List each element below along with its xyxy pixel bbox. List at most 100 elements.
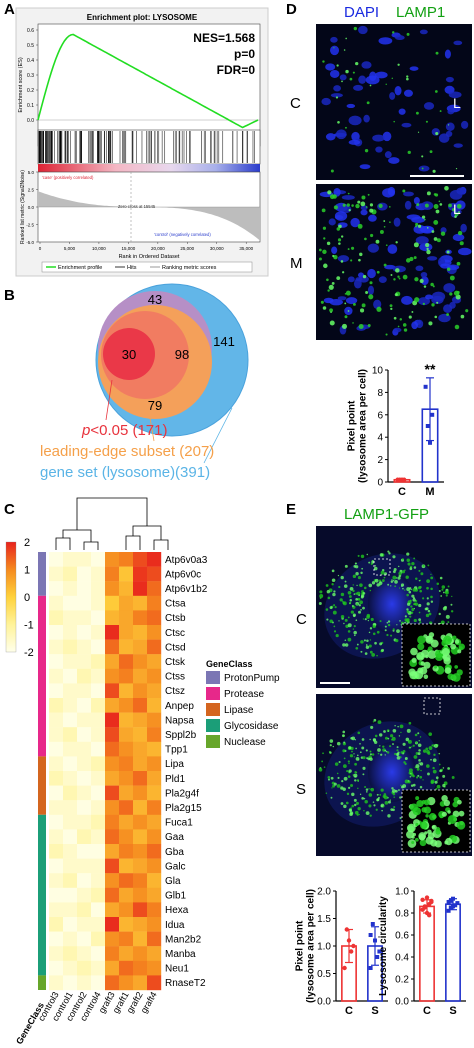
inset-puncta — [419, 666, 428, 675]
data-point — [425, 424, 430, 428]
nucleus — [325, 133, 336, 141]
gfp-puncta — [400, 731, 402, 734]
gfp-puncta — [359, 751, 362, 754]
gene-class-legend-item: ProtonPump — [224, 673, 280, 684]
inset-puncta — [443, 635, 452, 645]
heatmap-cell — [147, 610, 162, 626]
scale-tick-label: 0 — [24, 592, 30, 604]
gfp-puncta — [355, 801, 360, 805]
gfp-puncta — [409, 746, 411, 749]
gfp-puncta — [387, 814, 391, 818]
lysosome-dot — [343, 49, 346, 51]
gfp-puncta — [383, 805, 385, 808]
heatmap-cell — [91, 814, 106, 830]
heatmap-cell — [133, 756, 148, 772]
heatmap-cell — [91, 902, 106, 918]
inset-puncta — [458, 643, 465, 650]
gfp-puncta — [380, 788, 384, 792]
gene-class-segment — [38, 756, 46, 815]
nucleus — [461, 120, 469, 129]
gfp-puncta — [333, 625, 336, 628]
gfp-puncta — [355, 747, 357, 750]
x-tick-label: 30,000 — [210, 246, 224, 251]
lysosome-dot — [431, 303, 435, 307]
gfp-puncta — [340, 575, 344, 580]
heatmap-cell — [91, 595, 106, 611]
inset-puncta — [423, 806, 431, 814]
nucleus — [350, 217, 360, 228]
gfp-puncta — [360, 554, 365, 559]
gene-label: Fuca1 — [165, 818, 193, 829]
nucleus — [373, 299, 382, 310]
nucleus — [423, 102, 435, 110]
heatmap-cell — [77, 844, 92, 859]
gfp-puncta — [390, 634, 393, 637]
gene-label: Atp6v1b2 — [165, 584, 208, 595]
gene-label: Pla2g4f — [165, 788, 199, 799]
heatmap-cell — [63, 771, 78, 786]
gfp-puncta — [323, 766, 326, 768]
gfp-puncta — [326, 618, 329, 621]
heatmap-cell — [49, 610, 64, 626]
gfp-puncta — [335, 633, 339, 638]
data-point — [420, 897, 425, 902]
heatmap-cell — [63, 566, 78, 582]
gfp-puncta — [367, 620, 370, 622]
gfp-puncta — [391, 579, 393, 581]
gfp-puncta — [342, 749, 346, 753]
gfp-puncta — [332, 745, 335, 748]
gfp-puncta — [365, 791, 368, 793]
gfp-puncta — [406, 728, 411, 733]
lysosome-dot — [395, 241, 398, 244]
gfp-puncta — [361, 746, 365, 750]
heatmap-cell — [119, 610, 134, 626]
gfp-puncta — [419, 785, 423, 789]
heatmap-cell — [105, 844, 120, 859]
gfp-puncta — [369, 639, 372, 641]
gfp-puncta — [402, 750, 406, 753]
gene-label: Ctss — [165, 672, 185, 683]
heatmap-cell — [105, 698, 120, 713]
lysosome-dot — [341, 80, 343, 83]
gfp-puncta — [418, 603, 422, 608]
lysosome-dot — [323, 263, 328, 269]
nucleus — [388, 157, 400, 164]
inset-puncta — [416, 800, 424, 808]
gfp-puncta — [383, 795, 388, 800]
heatmap-cell — [105, 566, 120, 582]
nucleus — [401, 295, 413, 305]
lysosome-dot — [376, 306, 382, 312]
inset-puncta — [411, 657, 417, 663]
gfp-puncta — [362, 606, 365, 610]
venn-count-43: 43 — [148, 292, 162, 307]
gfp-puncta — [362, 773, 365, 776]
gene-label: Ctsc — [165, 628, 185, 639]
gfp-puncta — [354, 775, 357, 778]
nucleus — [331, 246, 338, 255]
heatmap-cell — [63, 610, 78, 626]
gene-label: Pla2g15 — [165, 803, 202, 814]
gfp-puncta — [357, 806, 361, 811]
heatmap-cell — [49, 683, 64, 699]
heatmap-cell — [91, 975, 106, 991]
gfp-puncta — [425, 607, 429, 611]
row-label-e-c: C — [296, 611, 307, 628]
gfp-puncta — [405, 737, 410, 742]
gfp-puncta — [369, 738, 371, 741]
gfp-puncta — [353, 625, 356, 628]
gfp-puncta — [374, 578, 379, 583]
gfp-puncta — [418, 740, 420, 742]
lysosome-dot — [389, 304, 393, 308]
nucleus — [448, 91, 462, 99]
gfp-puncta — [366, 553, 369, 556]
gfp-puncta — [422, 749, 427, 753]
cell-nucleus — [368, 574, 416, 634]
heatmap-cell — [105, 552, 120, 567]
nucleus — [415, 265, 424, 272]
lysosome-dot — [329, 320, 335, 326]
heatmap-cell — [105, 581, 120, 596]
x-tick-label: 0 — [39, 246, 42, 251]
heatmap-cell — [49, 625, 64, 640]
heatmap-cell — [119, 829, 134, 845]
scale-tick-label: -2 — [24, 647, 34, 659]
